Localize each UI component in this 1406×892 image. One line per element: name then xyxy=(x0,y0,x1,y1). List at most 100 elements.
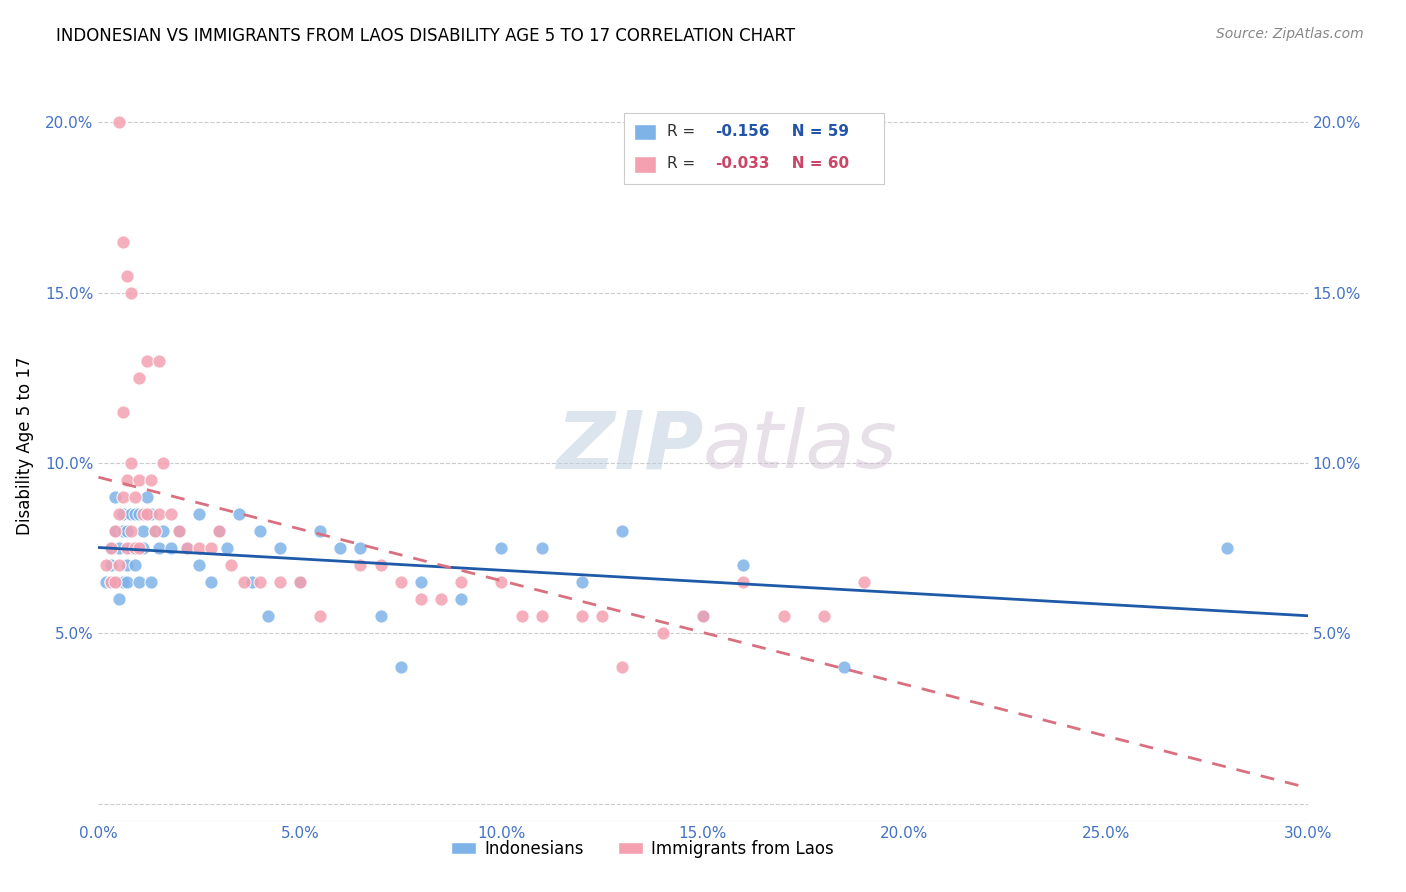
Point xyxy=(111,575,134,590)
Point xyxy=(111,235,134,249)
Point xyxy=(100,558,122,573)
Point xyxy=(103,575,125,590)
Point xyxy=(100,541,122,556)
Point xyxy=(200,541,222,556)
Point xyxy=(612,524,634,538)
Point xyxy=(176,541,198,556)
Point xyxy=(832,660,855,674)
Point xyxy=(176,541,198,556)
Point xyxy=(167,524,190,538)
Legend: Indonesians, Immigrants from Laos: Indonesians, Immigrants from Laos xyxy=(444,833,841,864)
Point xyxy=(100,541,122,556)
Point xyxy=(249,575,271,590)
Point xyxy=(120,456,142,470)
Point xyxy=(107,541,129,556)
Point xyxy=(1216,541,1239,556)
Point xyxy=(128,473,150,487)
Point xyxy=(409,575,432,590)
Point xyxy=(132,524,155,538)
FancyBboxPatch shape xyxy=(624,112,884,184)
Point xyxy=(269,541,291,556)
Point xyxy=(160,541,183,556)
Point xyxy=(120,285,142,300)
Point xyxy=(135,507,157,521)
FancyBboxPatch shape xyxy=(634,124,655,140)
Text: -0.033: -0.033 xyxy=(716,156,769,171)
Point xyxy=(221,558,243,573)
Point xyxy=(139,507,162,521)
Point xyxy=(132,541,155,556)
Point xyxy=(530,609,553,624)
Point xyxy=(111,490,134,504)
Point xyxy=(692,609,714,624)
Point xyxy=(370,558,392,573)
Point xyxy=(115,575,138,590)
Point xyxy=(111,507,134,521)
Point xyxy=(96,575,118,590)
Point xyxy=(510,609,533,624)
Point xyxy=(208,524,231,538)
Point xyxy=(107,115,129,129)
Point xyxy=(571,609,593,624)
Text: -0.156: -0.156 xyxy=(716,124,769,139)
Point xyxy=(651,626,673,640)
Point xyxy=(103,575,125,590)
Point xyxy=(188,558,211,573)
Point xyxy=(111,405,134,419)
Point xyxy=(692,609,714,624)
Text: Source: ZipAtlas.com: Source: ZipAtlas.com xyxy=(1216,27,1364,41)
Point xyxy=(115,473,138,487)
Point xyxy=(530,541,553,556)
Point xyxy=(288,575,311,590)
Point xyxy=(103,490,125,504)
Point xyxy=(120,524,142,538)
Point xyxy=(107,507,129,521)
Point xyxy=(115,541,138,556)
Point xyxy=(148,507,170,521)
Point xyxy=(813,609,835,624)
Point xyxy=(124,541,146,556)
Point xyxy=(120,507,142,521)
Point xyxy=(853,575,876,590)
Point xyxy=(96,558,118,573)
Point xyxy=(389,660,412,674)
Point xyxy=(124,558,146,573)
Point xyxy=(132,507,155,521)
Point xyxy=(152,456,174,470)
Point xyxy=(115,524,138,538)
Point xyxy=(591,609,613,624)
Point xyxy=(232,575,254,590)
Text: N = 59: N = 59 xyxy=(776,124,849,139)
Point xyxy=(152,524,174,538)
Point xyxy=(160,507,183,521)
Point xyxy=(143,524,166,538)
Point xyxy=(208,524,231,538)
Point xyxy=(148,541,170,556)
Point xyxy=(228,507,250,521)
Point xyxy=(128,507,150,521)
Point xyxy=(409,592,432,607)
Point xyxy=(329,541,352,556)
Text: atlas: atlas xyxy=(703,407,898,485)
Point xyxy=(188,541,211,556)
Point xyxy=(115,268,138,283)
Point xyxy=(240,575,263,590)
Point xyxy=(124,490,146,504)
Point xyxy=(450,575,472,590)
Point xyxy=(217,541,239,556)
Point xyxy=(288,575,311,590)
Point xyxy=(135,490,157,504)
Point xyxy=(188,507,211,521)
Text: N = 60: N = 60 xyxy=(776,156,849,171)
Point xyxy=(772,609,794,624)
Point xyxy=(309,524,332,538)
Point xyxy=(430,592,453,607)
Point xyxy=(370,609,392,624)
Point xyxy=(491,575,513,590)
Point xyxy=(612,660,634,674)
Point xyxy=(128,371,150,385)
Point xyxy=(103,524,125,538)
Point xyxy=(100,575,122,590)
Point xyxy=(450,592,472,607)
Point xyxy=(139,575,162,590)
